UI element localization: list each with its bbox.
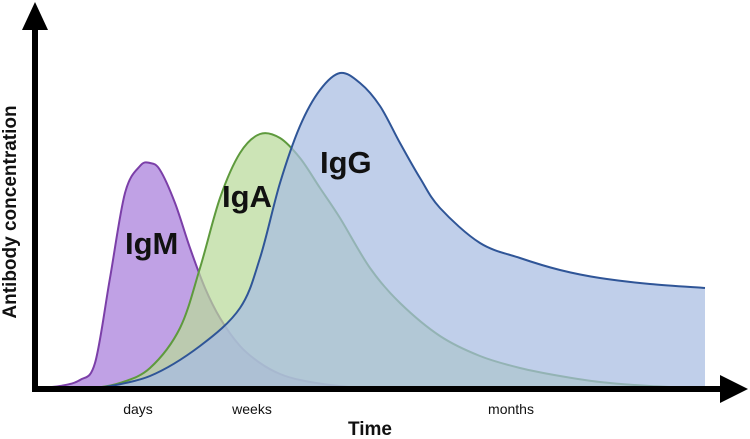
x-tick-label-days: days [123,401,153,417]
y-axis-title: Antibody concentration [0,105,21,318]
series-label-igm: IgM [125,226,178,261]
x-axis-arrowhead [720,375,748,403]
series-area-igg [100,72,705,388]
series-label-iga: IgA [222,179,272,214]
x-tick-label-months: months [488,401,534,417]
x-axis-title: Time [348,419,392,439]
x-tick-label-weeks: weeks [231,401,272,417]
series-areas [39,71,706,389]
y-axis-arrowhead [22,2,48,30]
series-line-igg [99,71,706,389]
series-label-igg: IgG [320,145,372,180]
